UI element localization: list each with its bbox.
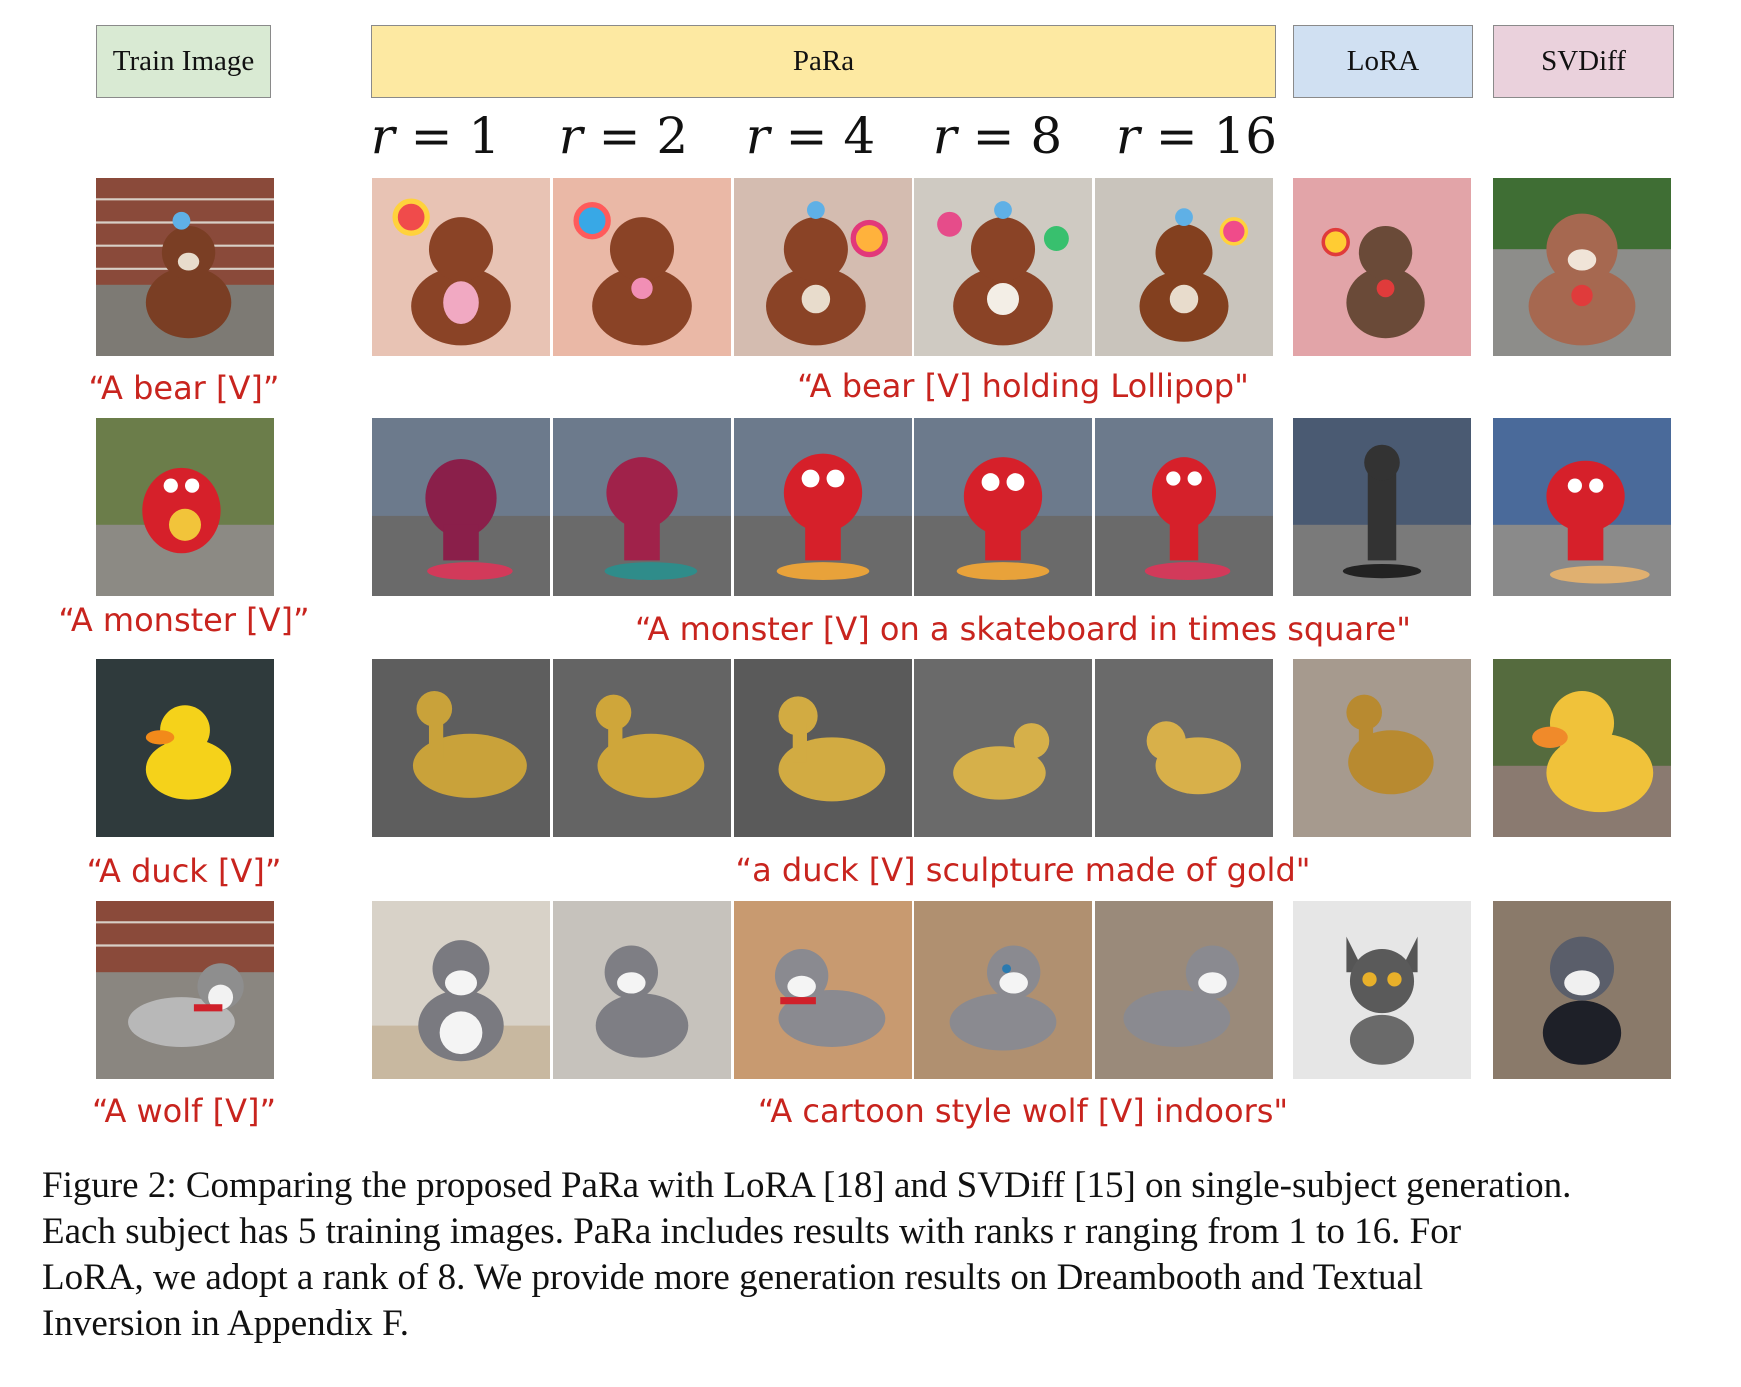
caption-line-1: Figure 2: Comparing the proposed PaRa wi… — [42, 1165, 1572, 1206]
para-r2-wolf-image — [553, 901, 731, 1079]
train-prompt-wolf: “A wolf [V]” — [91, 1092, 277, 1130]
train-duck-image — [96, 659, 274, 837]
gen-prompt-wolf: “A cartoon style wolf [V] indoors" — [757, 1092, 1289, 1130]
train-monster-image — [96, 418, 274, 596]
para-r4-monster-image — [734, 418, 912, 596]
train-image-header: Train Image — [96, 25, 271, 98]
caption-line-2: Each subject has 5 training images. PaRa… — [42, 1211, 1462, 1252]
rank-label-2: r = 2 — [558, 107, 689, 165]
lora-duck-image — [1293, 659, 1471, 837]
para-r1-duck-image — [372, 659, 550, 837]
figure-caption: Figure 2: Comparing the proposed PaRa wi… — [42, 1163, 1700, 1347]
para-r2-monster-image — [553, 418, 731, 596]
train-bear-image — [96, 178, 274, 356]
para-r16-duck-image — [1095, 659, 1273, 837]
gen-prompt-monster: “A monster [V] on a skateboard in times … — [635, 610, 1411, 648]
para-r4-duck-image — [734, 659, 912, 837]
train-prompt-bear: “A bear [V]” — [88, 369, 280, 407]
svdiff-duck-image — [1493, 659, 1671, 837]
lora-wolf-image — [1293, 901, 1471, 1079]
para-r2-bear-image — [553, 178, 731, 356]
para-r1-monster-image — [372, 418, 550, 596]
svdiff-wolf-image — [1493, 901, 1671, 1079]
rank-label-1: r = 1 — [370, 107, 501, 165]
para-r1-bear-image — [372, 178, 550, 356]
para-header: PaRa — [371, 25, 1276, 98]
para-r8-bear-image — [914, 178, 1092, 356]
para-r2-duck-image — [553, 659, 731, 837]
rank-label-8: r = 8 — [932, 107, 1063, 165]
para-r1-wolf-image — [372, 901, 550, 1079]
train-wolf-image — [96, 901, 274, 1079]
gen-prompt-duck: “a duck [V] sculpture made of gold" — [735, 851, 1311, 889]
para-r8-wolf-image — [914, 901, 1092, 1079]
para-r4-bear-image — [734, 178, 912, 356]
rank-label-16: r = 16 — [1115, 107, 1278, 165]
lora-monster-image — [1293, 418, 1471, 596]
svdiff-monster-image — [1493, 418, 1671, 596]
train-prompt-duck: “A duck [V]” — [86, 852, 282, 890]
train-prompt-monster: “A monster [V]” — [58, 601, 310, 639]
caption-line-4: Inversion in Appendix F. — [42, 1303, 410, 1344]
para-r8-monster-image — [914, 418, 1092, 596]
para-r16-monster-image — [1095, 418, 1273, 596]
lora-bear-image — [1293, 178, 1471, 356]
svdiff-header: SVDiff — [1493, 25, 1674, 98]
para-r8-duck-image — [914, 659, 1092, 837]
svdiff-bear-image — [1493, 178, 1671, 356]
para-r3-wolf-image — [734, 901, 912, 1079]
rank-label-4: r = 4 — [745, 107, 876, 165]
para-r16-wolf-image — [1095, 901, 1273, 1079]
gen-prompt-bear: “A bear [V] holding Lollipop" — [797, 367, 1249, 405]
para-r16-bear-image — [1095, 178, 1273, 356]
caption-line-3: LoRA, we adopt a rank of 8. We provide m… — [42, 1257, 1424, 1298]
lora-header: LoRA — [1293, 25, 1473, 98]
